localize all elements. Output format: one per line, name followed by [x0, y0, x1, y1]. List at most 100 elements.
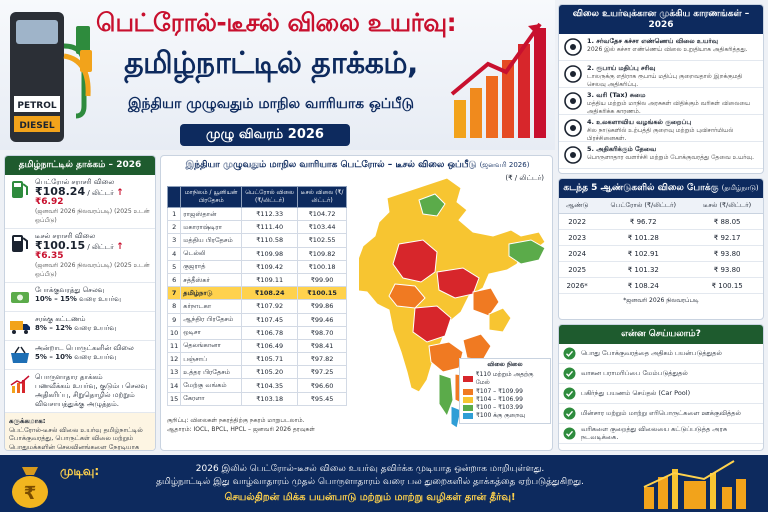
reason-item: 1. சர்வதேச கச்சா எண்ணெய் விலை உயர்வு 2026… [559, 34, 763, 61]
state-petrol-cell: ₹106.78 [241, 325, 299, 340]
state-diesel-cell: ₹98.41 [297, 338, 347, 354]
col-year: ஆண்டு [559, 198, 596, 214]
legend-item: ₹100 க்கு குறைவு [463, 412, 547, 420]
state-comparison-panel: இந்தியா முழுவதும் மாநில வாரியாக பெட்ரோல்… [160, 155, 553, 451]
legend-swatch [463, 388, 473, 395]
state-petrol-cell: ₹106.49 [241, 338, 299, 354]
state-diesel-cell: ₹102.55 [297, 233, 347, 248]
what-to-do-panel: என்ன செய்யலாம்? பொது போக்குவரத்தை அதிகம்… [558, 324, 764, 451]
state-price-table: மாநிலம் / யூனியன் பிரதேசம் பெட்ரோல் விலை… [166, 186, 347, 406]
state-n-cell: 10 [166, 325, 182, 340]
legend-label: ₹110 மற்றும் அதற்கு மேல் [475, 371, 534, 386]
legend-label: ₹104 – ₹106.99 [476, 396, 523, 403]
trend-year-cell: 2026* [559, 277, 596, 294]
state-row: 14 மேற்கு வங்கம் ₹104.35 ₹96.60 [166, 378, 347, 393]
state-diesel-cell: ₹103.44 [297, 220, 347, 235]
summary-note: கருக்கமாக: பெட்ரோல்-டீசல் விலை உயர்வு தம… [5, 413, 155, 450]
carpool-icon [563, 387, 576, 400]
trend-diesel-cell: ₹ 92.17 [691, 229, 763, 246]
state-row: 7 தமிழ்நாடு ₹108.24 ₹100.15 [166, 286, 347, 301]
freight-label: சரக்கு கட்டணம் [35, 315, 86, 323]
state-petrol-cell: ₹109.42 [241, 259, 299, 274]
state-diesel-cell: ₹104.72 [297, 206, 347, 222]
full-details-badge: முழு விவரம் 2026 [180, 124, 350, 146]
trend-petrol-cell: ₹ 96.72 [595, 213, 692, 230]
state-petrol-cell: ₹105.20 [241, 365, 299, 380]
petrol-pump-icon [12, 181, 28, 198]
truck-icon [10, 321, 30, 334]
freight-suffix: வரை உயர்வு [74, 324, 117, 332]
todo-text: வரிகளை குறைத்து விலையை கட்டுப்படுத்த அரச… [581, 425, 728, 441]
state-n-cell: 3 [166, 233, 182, 248]
col-diesel: டீசல் விலை (₹/லிட்டர்) [297, 186, 347, 208]
petrol-unit: / லிட்டர் [87, 189, 114, 197]
transport-cost-row: போக்குவரத்து செலவு 10% – 15% வரை உயர்வு [5, 283, 155, 312]
trend-year-cell: 2024 [559, 245, 596, 262]
state-state-cell: மேற்கு வங்கம் [180, 378, 243, 393]
state-state-cell: உத்தர பிரதேசம் [180, 365, 243, 380]
state-petrol-cell: ₹107.45 [241, 312, 299, 327]
legend-label: ₹107 – ₹109.99 [476, 388, 523, 395]
reason-item: 3. வரி (Tax) சுமை மத்திய மற்றும் மாநில அர… [559, 88, 763, 115]
car-icon [563, 367, 576, 380]
state-n-cell: 2 [166, 220, 182, 235]
leaf-icon [563, 347, 576, 360]
state-state-cell: பஞ்சாப் [180, 352, 243, 367]
petrol-price: ₹108.24 [35, 185, 86, 198]
state-row: 1 ராஜஸ்தான் ₹112.33 ₹104.72 [166, 206, 347, 222]
title-line1: பெட்ரோல்-டீசல் விலை உயர்வு: [96, 8, 457, 37]
state-diesel-cell: ₹100.18 [297, 259, 347, 274]
state-state-cell: ஒடிசா [180, 325, 243, 340]
reason-text: டாலருக்கு எதிராக ரூபாய் மதிப்பு குறைவதால… [587, 73, 743, 88]
state-petrol-cell: ₹112.33 [241, 206, 299, 222]
trend-diesel-cell: ₹ 88.05 [691, 213, 763, 230]
petrol-label: பெட்ரோல் சராசரி விலை [35, 178, 115, 186]
state-state-cell: ராஜஸ்தான் [180, 206, 243, 222]
data-source: ஆதாரம்: IOCL, BPCL, HPCL – ஜனவரி 2026 தர… [167, 426, 315, 433]
reason-text: மத்திய மற்றும் மாநில அரசுகள் விதிக்கும் … [587, 100, 751, 115]
globe-icon [563, 145, 583, 165]
essentials-row: அன்றாட பொருட்களின் விலை 5% – 10% வரை உயர்… [5, 341, 155, 370]
legend-item: ₹104 – ₹106.99 [463, 396, 547, 403]
trend-year-cell: 2022 [559, 213, 596, 230]
conclusion-label: முடிவு: [60, 464, 100, 478]
trend-year-cell: 2025 [559, 261, 596, 278]
state-row: 9 ஆந்திர பிரதேசம் ₹107.45 ₹99.46 [166, 312, 347, 327]
legend-title: விலை நிலை [487, 361, 523, 368]
reason-item: 2. ரூபாய் மதிப்பு சரிவு டாலருக்கு எதிராக … [559, 61, 763, 88]
transport-label: போக்குவரத்து செலவு [35, 286, 105, 294]
money-bag-icon: ₹ [12, 467, 48, 508]
fuel-pump-icon: PETROL DIESEL [10, 12, 92, 142]
todo-item: வரிகளை குறைத்து விலையை கட்டுப்படுத்த அரச… [559, 424, 763, 444]
state-comparison-title: இந்தியா முழுவதும் மாநில வாரியாக பெட்ரோல்… [185, 160, 530, 170]
trend-row: 2024 ₹ 102.91 ₹ 93.80 [559, 245, 763, 262]
reasons-panel: விலை உயர்வுக்கான முக்கிய காரணங்கள் – 202… [558, 4, 764, 174]
unit-label: (₹ / லிட்டர்) [505, 174, 544, 182]
reason-title: 2. ரூபாய் மதிப்பு சரிவு [587, 64, 656, 72]
chart-down-icon [563, 118, 583, 138]
trend-note: *ஜனவரி 2026 நிலவரப்படி [623, 297, 699, 304]
state-row: 8 கர்நாடகா ₹107.92 ₹99.86 [166, 299, 347, 314]
state-row: 4 டெல்லி ₹109.98 ₹109.82 [166, 246, 347, 261]
trend-table: ஆண்டு பெட்ரோல் (₹/லிட்டர்) டீசல் (₹/லிட்… [559, 198, 763, 294]
conclusion-line2: தமிழ்நாட்டில் இது வாழ்வாதாரம் முதல் பொரு… [156, 477, 584, 487]
transport-suffix: வரை உயர்வு [79, 295, 121, 303]
trend-row: 2025 ₹ 101.32 ₹ 93.80 [559, 261, 763, 278]
state-petrol-cell: ₹109.98 [241, 246, 299, 261]
state-petrol-cell: ₹104.35 [241, 378, 299, 393]
todo-item: பொது போக்குவரத்தை அதிகம் பயன்படுத்துதல் [559, 344, 763, 364]
state-n-cell: 8 [166, 299, 182, 314]
state-petrol-cell: ₹109.11 [241, 272, 299, 288]
rising-bars-icon [450, 22, 546, 138]
what-to-do-title: என்ன செய்யலாம்? [559, 325, 763, 344]
state-n-cell: 9 [166, 312, 182, 327]
legend-label: ₹100 க்கு குறைவு [476, 412, 526, 419]
diesel-unit: / லிட்டர் [87, 243, 114, 251]
todo-item: மின்சார மற்றும் மாற்று எரிபொருட்களை ஊக்க… [559, 404, 763, 424]
state-petrol-cell: ₹105.71 [241, 352, 299, 367]
legend-item: ₹110 மற்றும் அதற்கு மேல் [463, 371, 547, 387]
trend-petrol-cell: ₹ 101.32 [595, 261, 692, 278]
state-diesel-cell: ₹109.82 [297, 246, 347, 261]
state-petrol-cell: ₹108.24 [241, 286, 299, 301]
col-trend-petrol: பெட்ரோல் (₹/லிட்டர்) [595, 198, 692, 214]
